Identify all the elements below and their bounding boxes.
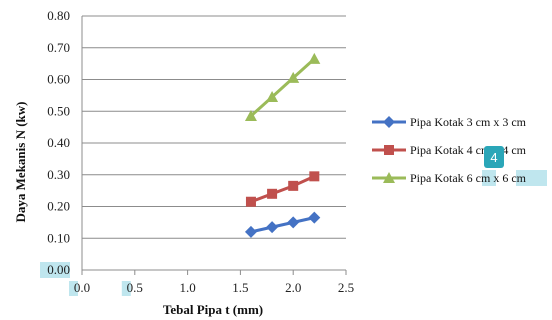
data-point <box>308 52 321 64</box>
text-highlight <box>69 281 78 296</box>
x-tick-label: 2.5 <box>338 280 354 295</box>
legend-swatch-marker <box>383 116 395 128</box>
legend-swatch-marker <box>383 172 395 183</box>
x-tick-label: 1.5 <box>232 280 248 295</box>
y-tick-label: 0.40 <box>47 135 70 150</box>
data-point <box>267 188 278 199</box>
grid-lines <box>82 15 346 271</box>
data-point <box>287 216 300 229</box>
data-point <box>244 225 257 238</box>
y-tick-labels: 0.00 0.10 0.20 0.30 0.40 0.50 0.60 0.70 0.80 <box>47 8 70 277</box>
series-line <box>250 174 315 204</box>
y-axis-title: Daya Mekanis N (kw) <box>13 102 28 223</box>
data-point <box>288 180 299 191</box>
legend-swatch-marker <box>384 145 394 155</box>
legend-label: Pipa Kotak 6 cm x 6 cm <box>410 171 527 185</box>
y-tick-label: 0.20 <box>47 199 70 214</box>
y-tick-label: 0.80 <box>47 8 70 23</box>
text-highlight <box>40 262 70 278</box>
y-tick-label: 0.30 <box>47 167 70 182</box>
data-point <box>309 171 320 182</box>
x-tick-label: 2.0 <box>285 280 301 295</box>
data-point <box>266 221 279 234</box>
overlay-badge: 4 <box>484 146 504 168</box>
legend-label: Pipa Kotak 3 cm x 3 cm <box>410 115 527 129</box>
highlight-layer <box>40 170 547 296</box>
x-tick-label: 1.0 <box>179 280 195 295</box>
x-tick-labels: 0.0 0.5 1.0 1.5 2.0 2.5 <box>74 280 354 295</box>
y-tick-label: 0.10 <box>47 230 70 245</box>
text-highlight <box>121 281 131 296</box>
y-tick-label: 0.60 <box>47 72 70 87</box>
series-layer <box>244 52 321 238</box>
text-highlight <box>482 170 496 186</box>
data-point <box>266 90 279 102</box>
data-point <box>245 196 256 207</box>
x-axis-title: Tebal Pipa t (mm) <box>163 302 263 317</box>
overlay-badge-label: 4 <box>490 150 497 165</box>
y-tick-label: 0.50 <box>47 103 70 118</box>
axes <box>81 16 347 275</box>
series-line <box>249 57 316 118</box>
data-point <box>244 110 257 122</box>
series-line <box>250 216 315 234</box>
y-tick-label: 0.00 <box>47 262 70 277</box>
data-point <box>308 211 321 224</box>
x-tick-label: 0.5 <box>127 280 143 295</box>
overlay-badge-box <box>484 146 504 168</box>
x-tick-label: 0.0 <box>74 280 90 295</box>
y-tick-label: 0.70 <box>47 40 70 55</box>
text-highlight <box>516 170 547 186</box>
legend-label: Pipa Kotak 4 cm x 4 cm <box>410 143 527 157</box>
data-point <box>287 71 300 83</box>
